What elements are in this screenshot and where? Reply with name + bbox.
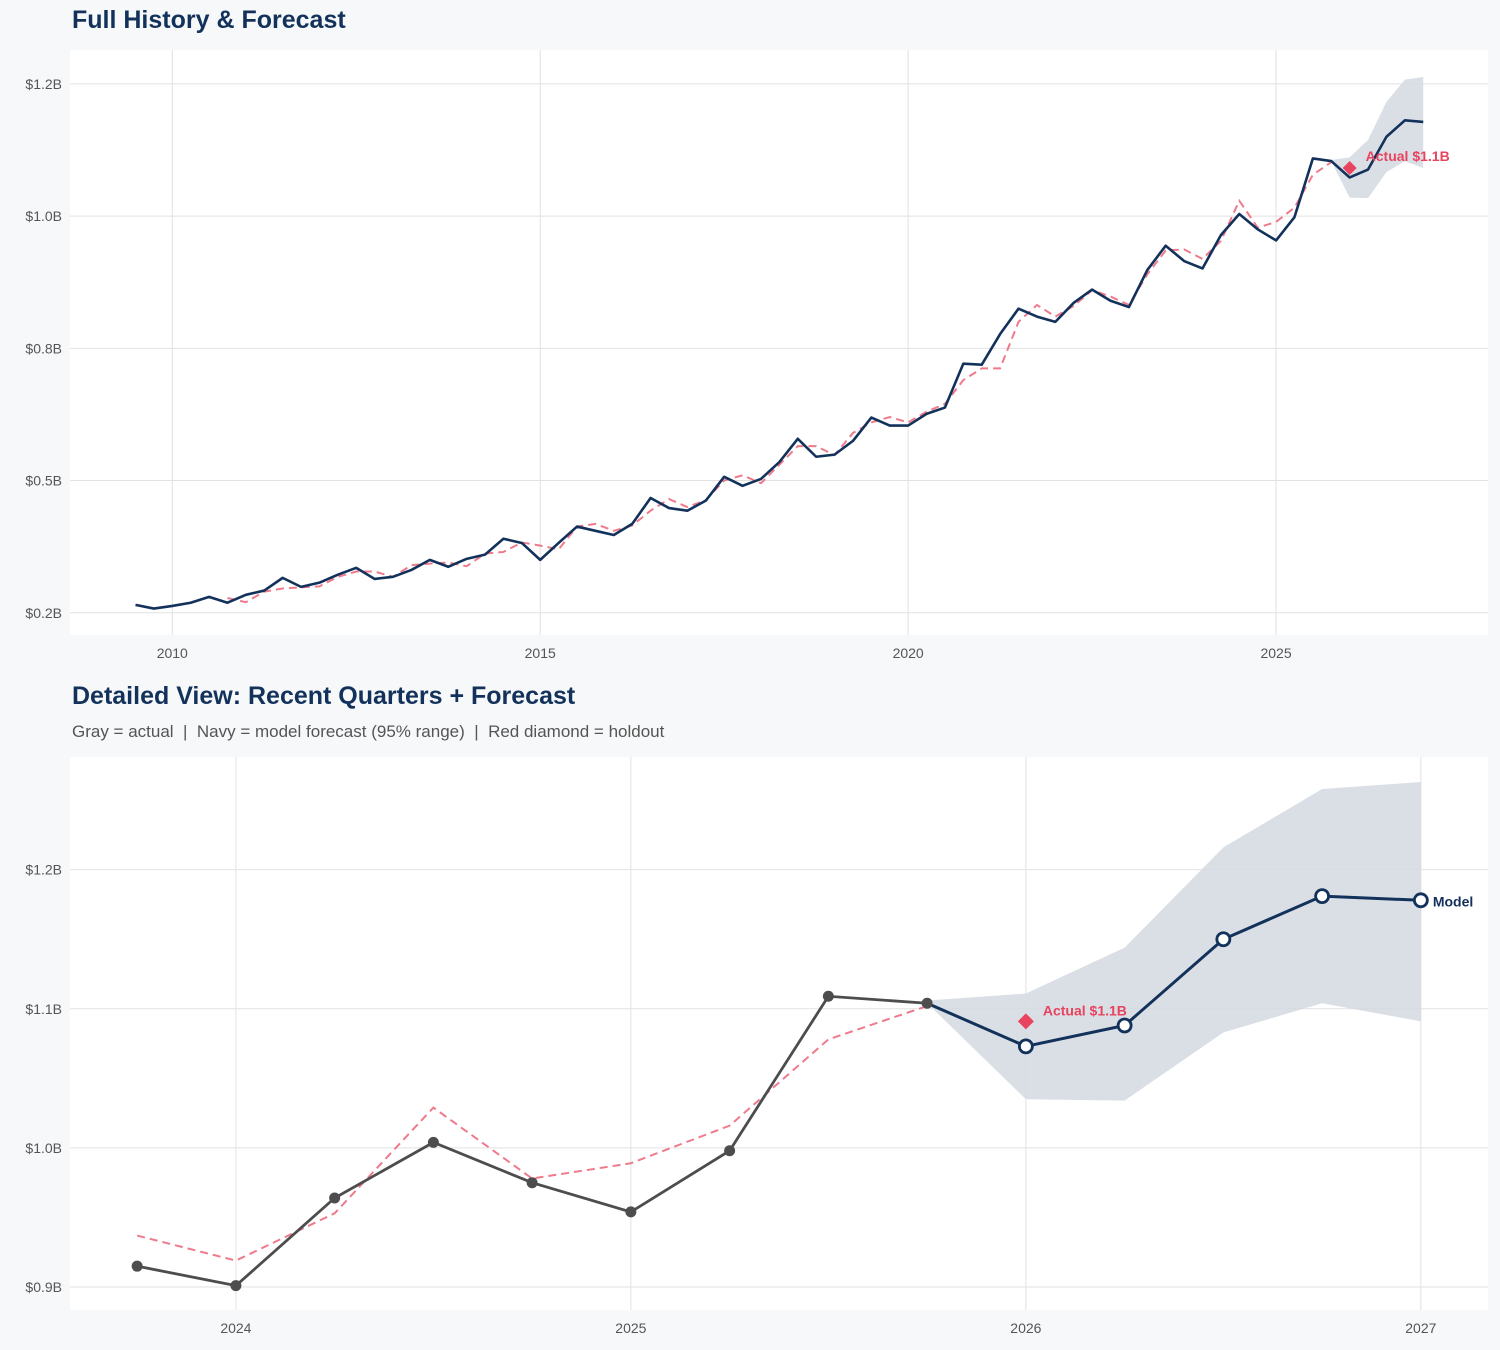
chart-bottom: 2024 2025 2026 2027 $0.9B $1.0B $1.1B $1.2B Mode…	[25, 757, 1488, 1336]
x-tick-label: 2025	[615, 1320, 646, 1336]
chart-title-bottom: Detailed View: Recent Quarters + Forecas…	[72, 682, 576, 710]
actual-point	[131, 1260, 143, 1272]
chart-subtitle-bottom: Gray = actual | Navy = model forecast (9…	[72, 722, 665, 741]
actual-point	[724, 1145, 736, 1157]
actual-point	[921, 997, 933, 1009]
plot-area	[70, 50, 1488, 635]
y-tick-label: $1.2B	[25, 76, 62, 92]
y-tick-label: $1.0B	[25, 1140, 62, 1156]
y-tick-label: $0.5B	[25, 473, 62, 489]
x-tick-label: 2024	[220, 1320, 251, 1336]
x-tick-label: 2025	[1260, 645, 1291, 661]
y-tick-label: $1.0B	[25, 208, 62, 224]
actual-forecast-line	[135, 119, 1424, 610]
x-tick-label: 2020	[893, 645, 924, 661]
y-tick-label: $0.9B	[25, 1279, 62, 1295]
forecast-point	[1215, 931, 1232, 948]
x-tick-label: 2015	[525, 645, 556, 661]
holdout-diamond	[1342, 160, 1357, 175]
forecast-point	[1017, 1038, 1034, 1055]
forecast-label: Model	[1433, 893, 1473, 909]
fitted-line	[227, 161, 1332, 604]
y-tick-label: $1.1B	[25, 1001, 62, 1017]
holdout-label: Actual $1.1B	[1366, 148, 1450, 164]
actual-point	[822, 990, 834, 1002]
chart-title-top: Full History & Forecast	[72, 6, 346, 34]
y-tick-label: $0.2B	[25, 605, 62, 621]
chart-top: 2010 2015 2020 2025 $0.2B $0.5B $0.8B $1.0B $1.2…	[25, 50, 1488, 661]
forecast-band	[927, 782, 1421, 1101]
actual-point	[427, 1136, 439, 1148]
fitted-line	[136, 1005, 928, 1262]
forecast-line	[926, 894, 1421, 1048]
y-tick-label: $1.2B	[25, 862, 62, 878]
actual-point	[526, 1177, 538, 1189]
forecast-point	[1412, 892, 1429, 909]
y-tick-label: $0.8B	[25, 340, 62, 356]
forecast-point	[1116, 1017, 1133, 1034]
x-tick-label: 2026	[1010, 1320, 1041, 1336]
forecast-point	[1314, 888, 1331, 905]
actual-point	[625, 1206, 637, 1218]
actual-point	[230, 1280, 242, 1292]
x-tick-label: 2027	[1405, 1320, 1436, 1336]
holdout-diamond	[1017, 1013, 1034, 1030]
actual-point	[329, 1192, 341, 1204]
x-tick-label: 2010	[157, 645, 188, 661]
holdout-label: Actual $1.1B	[1043, 1002, 1127, 1018]
